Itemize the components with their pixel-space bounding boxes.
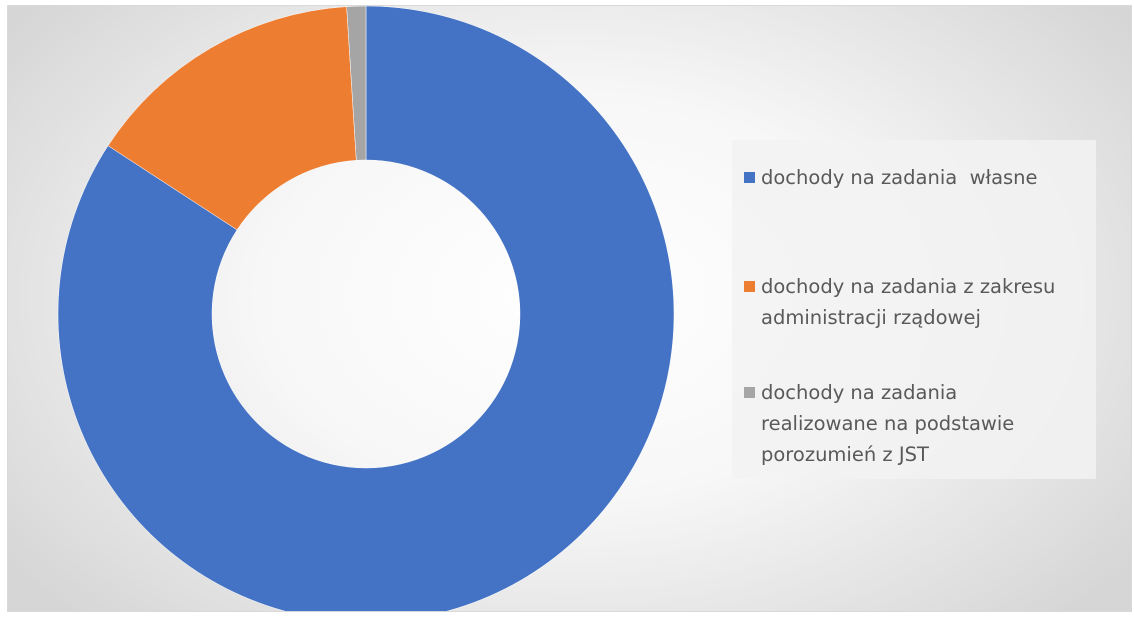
legend: dochody na zadania własne dochody na zad…: [732, 140, 1096, 479]
legend-item-government-tasks: dochody na zadania z zakresu administrac…: [744, 271, 1081, 333]
legend-item-agreement-tasks: dochody na zadania realizowane na podsta…: [744, 377, 1081, 470]
legend-label-agreement-tasks: dochody na zadania realizowane na podsta…: [761, 381, 1015, 466]
chart-area: dochody na zadania własne dochody na zad…: [7, 5, 1132, 612]
legend-swatch-agreement-tasks: [744, 387, 755, 398]
donut-chart: [57, 6, 675, 611]
slice-own-tasks: [57, 6, 675, 611]
legend-item-own-tasks: dochody na zadania własne: [744, 162, 1081, 193]
slice-government-tasks: [107, 6, 357, 231]
legend-swatch-own-tasks: [744, 172, 755, 183]
legend-swatch-government-tasks: [744, 281, 755, 292]
legend-label-own-tasks: dochody na zadania własne: [761, 166, 1038, 189]
slice-agreement-tasks: [346, 6, 367, 161]
legend-label-government-tasks: dochody na zadania z zakresu administrac…: [761, 275, 1056, 329]
